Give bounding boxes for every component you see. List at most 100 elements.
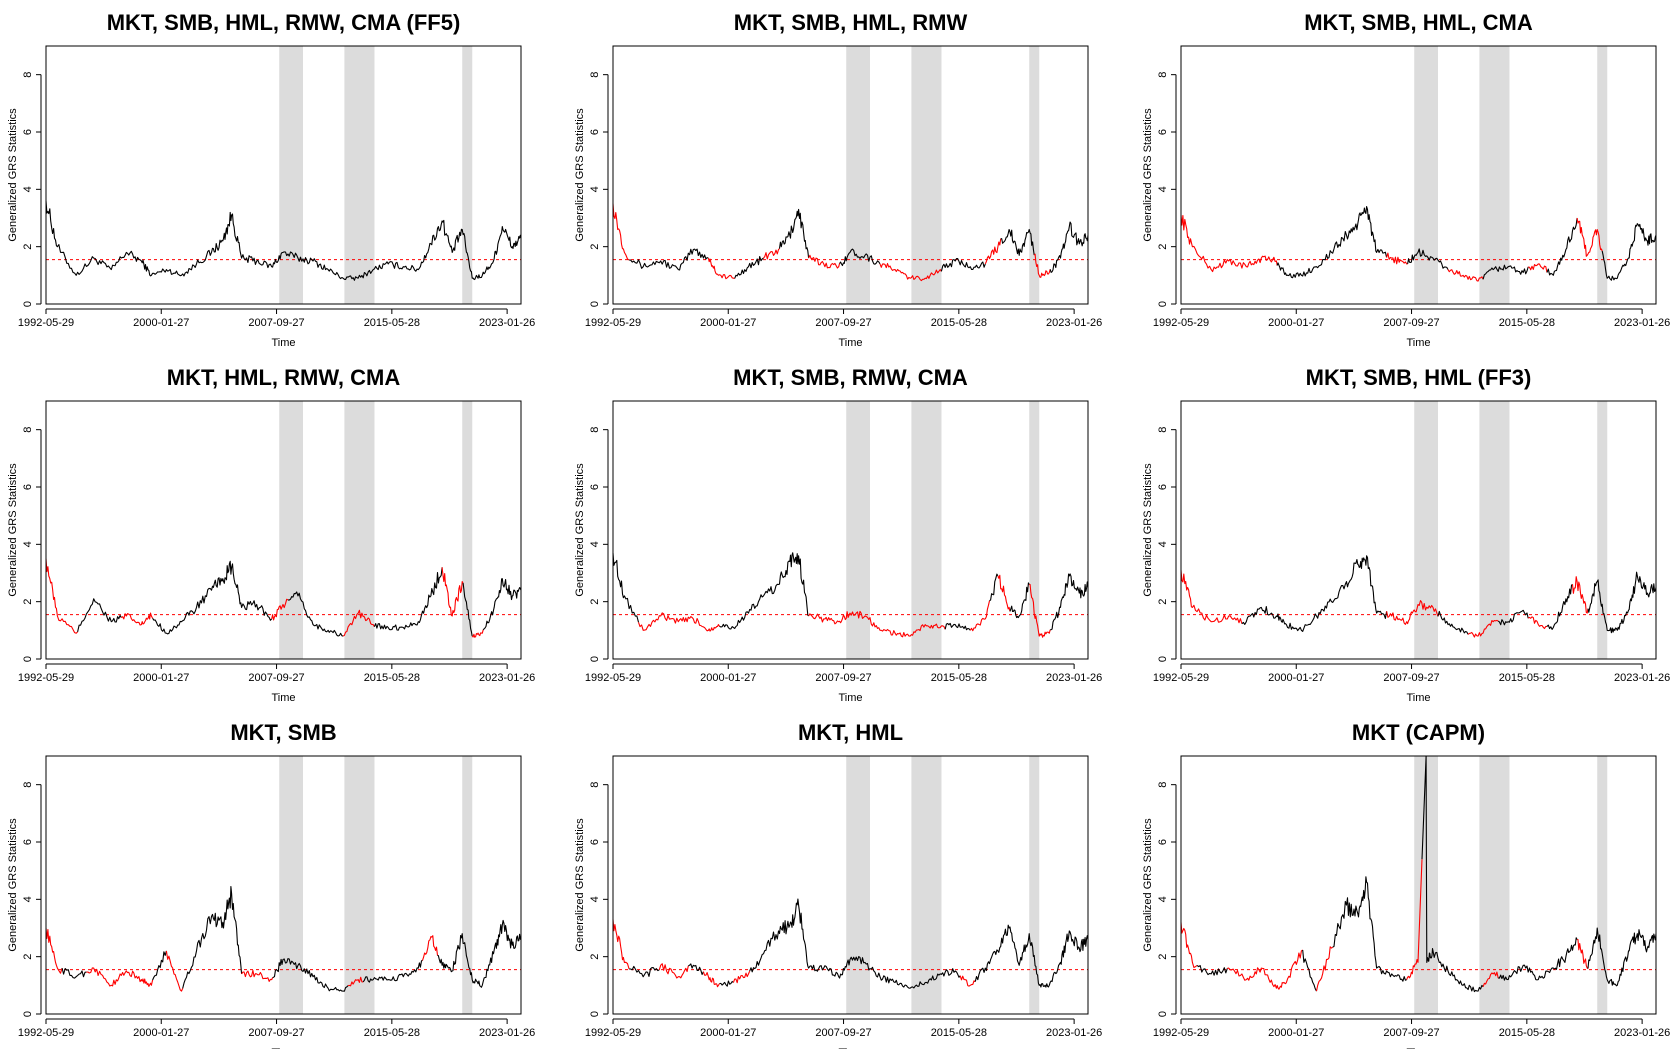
series-line — [1241, 555, 1388, 632]
series-line — [629, 965, 660, 978]
y-tick-label: 8 — [589, 782, 601, 788]
series-line-significant — [1180, 214, 1278, 273]
plot-frame — [1180, 400, 1657, 660]
x-tick-label: 2007-09-27 — [1383, 1027, 1439, 1039]
series-line-significant — [1576, 938, 1589, 970]
series-line-significant — [348, 976, 364, 987]
series-line — [152, 560, 273, 635]
series-line-significant — [1386, 252, 1408, 265]
series-line — [272, 958, 349, 992]
x-tick-label: 2015-05-28 — [1499, 672, 1555, 684]
recession-band — [911, 756, 942, 1014]
x-axis-label: Time — [1406, 1047, 1430, 1049]
y-tick-label: 2 — [589, 244, 601, 250]
x-tick-label: 2023-01-26 — [1614, 317, 1670, 329]
panel-title: MKT, HML — [798, 720, 903, 745]
series-line — [1196, 964, 1228, 976]
panel-8: MKT, HML 0 2 4 6 8 1992-05-29 2000-01-27 2007-09… — [574, 720, 1102, 1049]
plot-frame — [45, 400, 522, 660]
x-tick-label: 1992-05-29 — [18, 317, 74, 329]
series-line — [1050, 573, 1089, 631]
x-tick-label: 2015-05-28 — [364, 1027, 420, 1039]
series-line — [778, 208, 810, 259]
x-tick-label: 2023-01-26 — [1614, 1027, 1670, 1039]
y-tick-label: 0 — [22, 656, 34, 662]
series-line — [1049, 221, 1089, 273]
y-tick-label: 8 — [589, 72, 601, 78]
panel-9: MKT (CAPM) 0 2 4 6 8 1992-05-29 2000-01-27 2007-… — [1142, 720, 1670, 1049]
y-tick-label: 6 — [589, 129, 601, 135]
x-tick-label: 2015-05-28 — [931, 1027, 987, 1039]
series-line — [1276, 205, 1388, 279]
series-line-significant — [1576, 217, 1603, 257]
plot-frame — [45, 755, 522, 1015]
y-tick-label: 6 — [22, 484, 34, 490]
y-tick-label: 0 — [22, 301, 34, 307]
panel-2: MKT, SMB, HML, RMW 0 2 4 6 8 1992-05-29 2000-01… — [574, 10, 1102, 349]
series-line-significant — [241, 969, 274, 982]
recession-band — [911, 401, 942, 659]
series-line — [1421, 755, 1484, 993]
series-line — [77, 598, 122, 633]
x-tick-label: 1992-05-29 — [585, 672, 641, 684]
series-line-significant — [45, 927, 63, 974]
x-tick-label: 2023-01-26 — [479, 672, 535, 684]
series-line-significant — [984, 238, 1002, 265]
x-tick-label: 2000-01-27 — [700, 1027, 756, 1039]
y-tick-label: 0 — [589, 1011, 601, 1017]
x-tick-label: 2000-01-27 — [133, 317, 189, 329]
x-tick-label: 2000-01-27 — [700, 317, 756, 329]
y-tick-label: 2 — [589, 954, 601, 960]
x-tick-label: 2007-09-27 — [248, 672, 304, 684]
x-axis-label: Time — [1406, 692, 1430, 704]
y-axis-label: Generalized GRS Statistics — [7, 818, 19, 952]
x-tick-label: 2023-01-26 — [479, 317, 535, 329]
y-axis-label: Generalized GRS Statistics — [7, 463, 19, 597]
recession-band — [846, 756, 870, 1014]
series-line-significant — [612, 919, 630, 970]
series-line-significant — [808, 254, 841, 269]
recession-band — [344, 756, 375, 1014]
series-line-significant — [1227, 949, 1304, 990]
series-line — [719, 552, 810, 630]
x-axis-label: Time — [838, 692, 862, 704]
recession-band — [462, 756, 473, 1014]
x-tick-label: 2007-09-27 — [815, 317, 871, 329]
panel-title: MKT, SMB, RMW, CMA — [733, 365, 968, 390]
recession-band — [1029, 46, 1040, 304]
y-tick-label: 2 — [1157, 599, 1169, 605]
x-tick-label: 2015-05-28 — [931, 672, 987, 684]
series-line — [734, 255, 764, 279]
recession-band — [1414, 401, 1438, 659]
y-tick-label: 4 — [1157, 186, 1169, 192]
y-axis-label: Generalized GRS Statistics — [1142, 108, 1154, 242]
recession-band — [846, 401, 870, 659]
x-tick-label: 2023-01-26 — [1046, 1027, 1102, 1039]
series-line — [1302, 949, 1317, 992]
y-tick-label: 4 — [589, 896, 601, 902]
x-tick-label: 2007-09-27 — [815, 672, 871, 684]
y-tick-label: 8 — [1157, 427, 1169, 433]
panel-title: MKT, SMB, HML, RMW, CMA (FF5) — [107, 10, 461, 35]
x-tick-label: 2023-01-26 — [1046, 672, 1102, 684]
y-tick-label: 2 — [589, 599, 601, 605]
x-tick-label: 2000-01-27 — [1268, 1027, 1324, 1039]
series-line-significant — [1386, 600, 1439, 625]
series-line — [612, 552, 640, 623]
panel-title: MKT, SMB — [230, 720, 336, 745]
series-line-significant — [342, 609, 375, 637]
y-tick-label: 6 — [1157, 129, 1169, 135]
plot-frame — [612, 400, 1089, 660]
y-tick-label: 8 — [22, 782, 34, 788]
recession-band — [911, 46, 942, 304]
series-line — [1407, 248, 1449, 270]
x-axis-label: Time — [1406, 337, 1430, 349]
recession-band — [1597, 756, 1608, 1014]
x-tick-label: 2015-05-28 — [364, 672, 420, 684]
recession-band — [1597, 46, 1608, 304]
recession-band — [344, 401, 375, 659]
series-line-significant — [271, 598, 289, 621]
recession-band — [1479, 401, 1510, 659]
series-line — [989, 573, 999, 602]
